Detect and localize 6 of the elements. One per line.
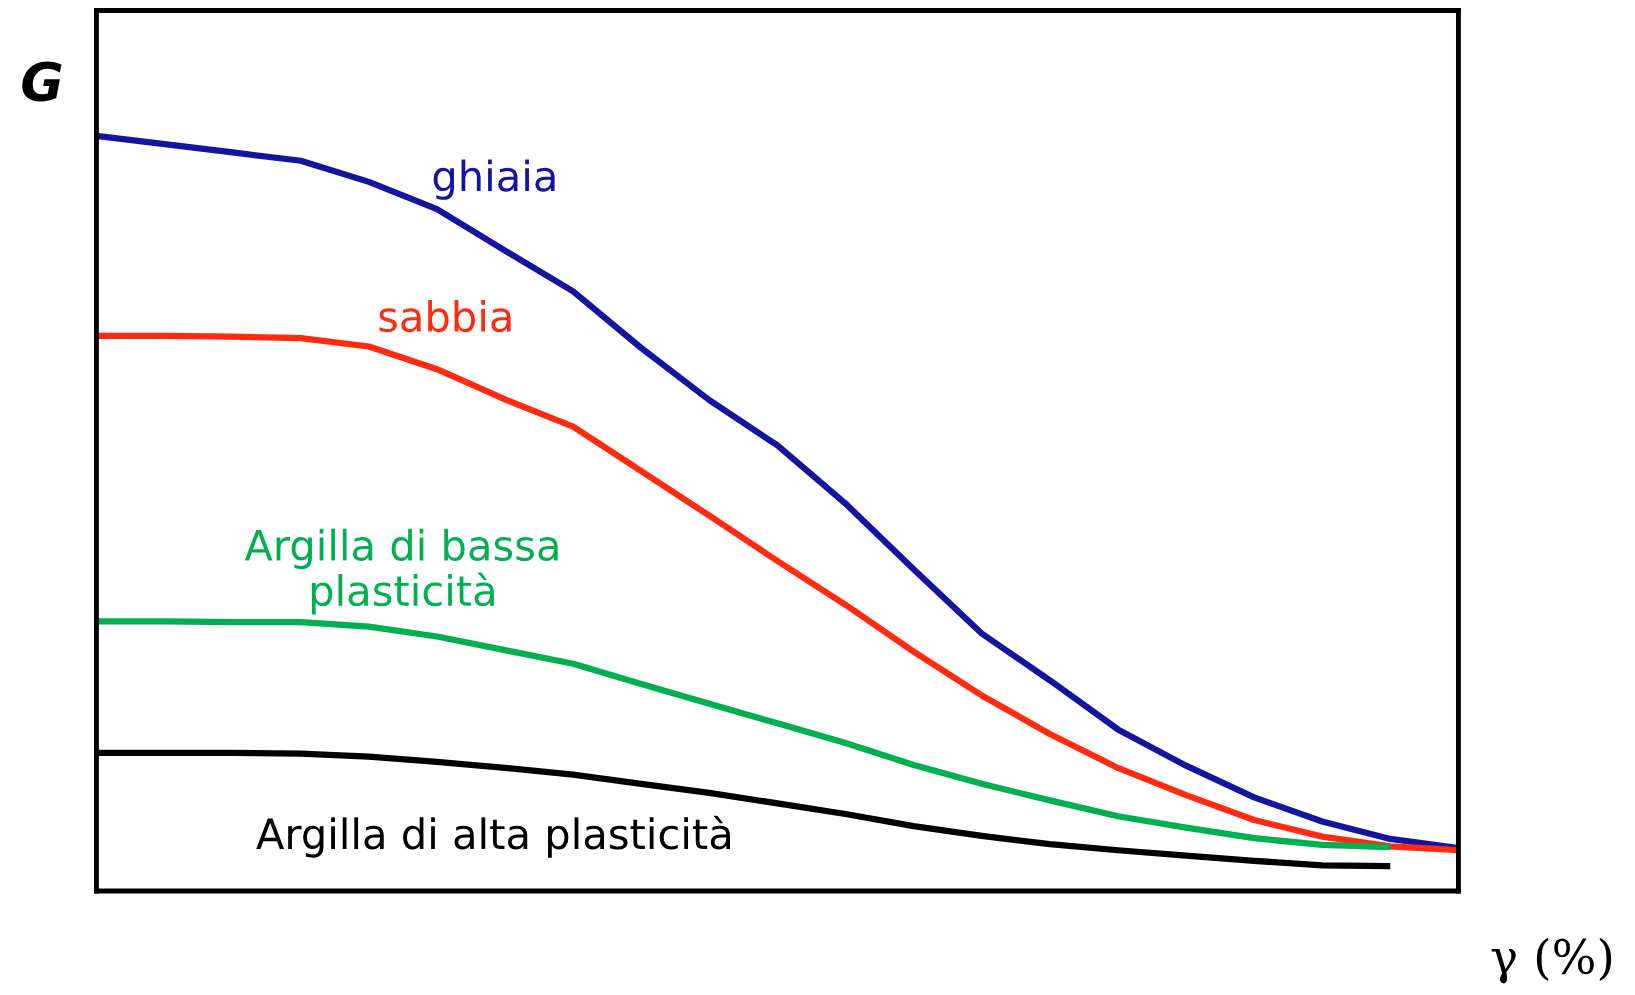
series-label: Argilla di alta plasticità — [256, 815, 730, 858]
y-axis-title: G — [22, 61, 62, 102]
series-label: Argilla di bassa plasticità — [244, 528, 558, 615]
series-label: ghiaia — [433, 159, 555, 200]
series-label: sabbia — [379, 299, 511, 333]
x-axis-title: γ (%) — [1491, 937, 1612, 984]
